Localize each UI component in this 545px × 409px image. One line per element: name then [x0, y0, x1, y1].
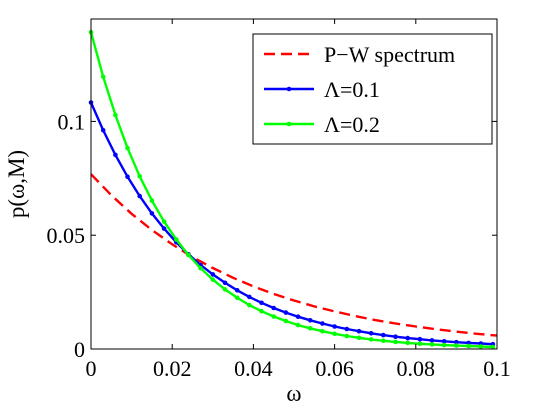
series-1-point — [137, 193, 142, 199]
x-tick-label: 0.02 — [153, 356, 192, 381]
series-2-point — [320, 328, 325, 334]
series-2-point — [466, 343, 471, 349]
x-tick-label: 0.1 — [483, 356, 511, 381]
series-2-point — [429, 342, 435, 347]
series-1-point — [441, 339, 447, 344]
series-2-point — [137, 174, 142, 179]
y-tick-label: 0.1 — [58, 109, 86, 134]
series-1-point — [222, 280, 228, 286]
x-tick-label: 0 — [86, 356, 97, 381]
legend-marker-1 — [286, 86, 292, 92]
series-1-point — [259, 300, 264, 306]
series-1-point — [247, 294, 252, 300]
legend-marker-2 — [286, 121, 292, 127]
legend-label-1: Λ=0.1 — [324, 77, 380, 102]
series-2-point — [100, 74, 106, 80]
legend-label-2: Λ=0.2 — [324, 112, 380, 137]
series-1-point — [100, 128, 106, 133]
series-2-point — [125, 145, 130, 151]
series-2-point — [368, 337, 374, 342]
series-2-point — [454, 343, 459, 348]
y-axis-label: p(ω,M) — [4, 150, 29, 218]
series-1-point — [381, 332, 386, 338]
series-line-0 — [90, 173, 498, 337]
legend: P−W spectrum Λ=0.1 Λ=0.2 — [252, 33, 493, 145]
legend-label-0: P−W spectrum — [324, 42, 455, 67]
axis-ticks: 0 0.02 0.04 0.06 0.08 0.1 0 0.05 0.1 — [47, 19, 511, 381]
series-1-point — [307, 318, 313, 323]
series-1-point — [405, 335, 411, 341]
series-2-point — [283, 318, 289, 324]
y-tick-label: 0.05 — [47, 223, 86, 248]
series-2-point — [478, 344, 484, 349]
series-1-point — [283, 310, 289, 315]
series-2-point — [271, 314, 277, 319]
series-2-point — [161, 219, 167, 224]
series-2-point — [441, 342, 447, 348]
series-2-point — [393, 339, 398, 345]
series-1-point — [210, 272, 216, 277]
series-2-point — [295, 322, 301, 328]
series-2-point — [381, 338, 386, 344]
series-1-point — [429, 338, 435, 343]
series-1-point — [113, 152, 118, 158]
series-2-point — [174, 237, 179, 242]
x-tick-label: 0.06 — [315, 356, 354, 381]
series-line-2 — [89, 31, 493, 349]
series-1-point — [234, 288, 240, 293]
series-1-point — [368, 331, 374, 336]
series-1-point — [393, 334, 398, 340]
x-tick-label: 0.04 — [234, 356, 273, 381]
series-2-point — [210, 277, 216, 282]
series-1-point — [295, 314, 301, 320]
series-2-point — [259, 308, 264, 314]
series-2-point — [247, 302, 252, 308]
series-2-point — [113, 112, 118, 118]
axes-frame — [90, 18, 498, 350]
series-2-point — [356, 335, 362, 341]
series-1-point — [332, 324, 337, 329]
series-1-point — [161, 226, 167, 231]
plot-area — [88, 29, 498, 350]
series-1-point — [271, 305, 277, 311]
series-2-point — [332, 331, 337, 337]
series-2-point — [198, 265, 203, 271]
series-2-point — [307, 326, 313, 331]
series-2-point — [234, 295, 240, 301]
x-tick-label: 0.08 — [397, 356, 436, 381]
series-1-point — [320, 321, 325, 326]
series-2-point — [186, 252, 191, 258]
series-1-point — [344, 326, 350, 332]
series-2-point — [222, 287, 228, 292]
series-1-point — [454, 339, 459, 345]
series-1-point — [417, 336, 423, 342]
series-2-point — [490, 344, 496, 350]
series-line-1 — [89, 102, 493, 346]
series-2-point — [344, 333, 350, 339]
series-1-point — [149, 211, 155, 216]
series-1-point — [125, 174, 130, 179]
series-2-point — [405, 340, 411, 346]
series-2-point — [417, 341, 423, 347]
x-axis-label: ω — [286, 381, 301, 406]
series-1-point — [356, 328, 362, 334]
y-tick-label: 0 — [74, 337, 85, 362]
series-2-point — [149, 198, 155, 203]
